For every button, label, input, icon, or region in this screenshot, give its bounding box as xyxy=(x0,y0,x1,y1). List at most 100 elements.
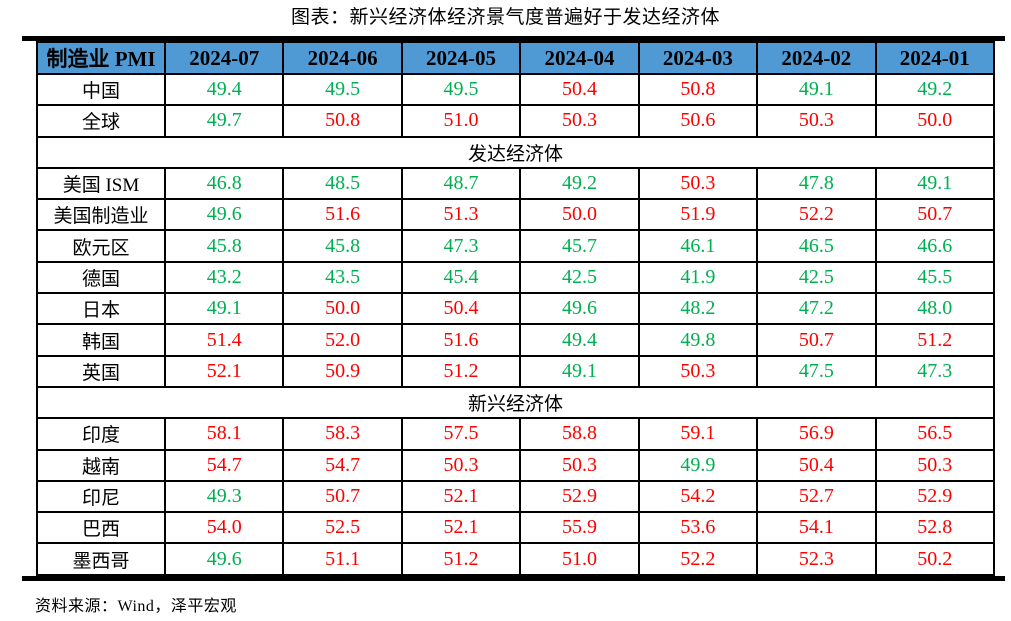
pmi-value: 49.6 xyxy=(163,542,285,576)
pmi-value: 51.6 xyxy=(282,198,403,232)
pmi-value: 45.8 xyxy=(282,229,403,263)
pmi-value: 55.9 xyxy=(519,511,640,545)
pmi-value: 52.1 xyxy=(400,479,522,514)
pmi-value: 48.5 xyxy=(282,166,403,201)
pmi-value: 49.7 xyxy=(163,104,285,138)
pmi-value: 50.8 xyxy=(637,72,759,107)
pmi-value: 51.1 xyxy=(282,542,403,576)
table-row: 日本 49.1 50.0 50.4 49.6 48.2 47.2 48.0 xyxy=(36,292,996,326)
pmi-value: 50.4 xyxy=(400,292,522,326)
pmi-value: 51.0 xyxy=(519,542,640,576)
table-row: 英国 52.1 50.9 51.2 49.1 50.3 47.5 47.3 xyxy=(36,354,996,388)
source-note: 资料来源：Wind，泽平宏观 xyxy=(35,597,237,615)
pmi-value: 51.4 xyxy=(163,323,285,357)
table-row: 中国 49.4 49.5 49.5 50.4 50.8 49.1 49.2 xyxy=(36,72,996,107)
pmi-value: 45.8 xyxy=(163,229,285,263)
row-label: 德国 xyxy=(36,260,166,295)
row-label: 欧元区 xyxy=(36,229,166,263)
pmi-value: 49.4 xyxy=(519,323,640,357)
pmi-value: 50.3 xyxy=(519,448,640,482)
row-label: 印度 xyxy=(36,417,166,451)
pmi-value: 42.5 xyxy=(519,260,640,295)
pmi-value: 52.2 xyxy=(637,542,759,576)
table-row: 德国 43.2 43.5 45.4 42.5 41.9 42.5 45.5 xyxy=(36,260,996,295)
pmi-value: 49.1 xyxy=(756,72,877,107)
table-row: 墨西哥 49.6 51.1 51.2 51.0 52.2 52.3 50.2 xyxy=(36,542,996,576)
pmi-value: 47.8 xyxy=(756,166,877,201)
table-row: 美国 ISM 46.8 48.5 48.7 49.2 50.3 47.8 49.1 xyxy=(36,166,996,201)
row-label: 日本 xyxy=(36,292,166,326)
pmi-value: 45.4 xyxy=(400,260,522,295)
pmi-value: 49.4 xyxy=(163,72,285,107)
pmi-value: 41.9 xyxy=(637,260,759,295)
pmi-value: 58.1 xyxy=(163,417,285,451)
section-row: 发达经济体 xyxy=(36,135,995,169)
pmi-value: 52.3 xyxy=(756,542,877,576)
pmi-value: 48.7 xyxy=(400,166,522,201)
pmi-value: 50.3 xyxy=(874,448,996,482)
table-row: 印尼 49.3 50.7 52.1 52.9 54.2 52.7 52.9 xyxy=(36,479,996,514)
pmi-value: 47.3 xyxy=(874,354,996,388)
pmi-value: 50.2 xyxy=(874,542,996,576)
pmi-value: 52.9 xyxy=(874,479,996,514)
pmi-value: 46.8 xyxy=(163,166,285,201)
pmi-value: 47.2 xyxy=(756,292,877,326)
pmi-value: 49.1 xyxy=(519,354,640,388)
pmi-value: 49.5 xyxy=(282,72,403,107)
pmi-value: 52.2 xyxy=(756,198,877,232)
pmi-value: 49.6 xyxy=(163,198,285,232)
row-label: 全球 xyxy=(36,104,166,138)
pmi-value: 49.3 xyxy=(163,479,285,514)
table-title: 图表：新兴经济体经济景气度普遍好于发达经济体 xyxy=(290,7,720,28)
column-header-month: 2024-05 xyxy=(400,41,522,75)
pmi-value: 49.1 xyxy=(874,166,996,201)
row-label: 印尼 xyxy=(36,479,166,514)
table-head: 制造业 PMI 2024-07 2024-06 2024-05 2024-04 2024-… xyxy=(36,41,996,75)
pmi-value: 50.0 xyxy=(874,104,996,138)
pmi-value: 50.4 xyxy=(756,448,877,482)
row-label: 英国 xyxy=(36,354,166,388)
pmi-value: 46.5 xyxy=(756,229,877,263)
pmi-value: 52.1 xyxy=(163,354,285,388)
pmi-value: 52.0 xyxy=(282,323,403,357)
column-header-month: 2024-03 xyxy=(637,41,759,75)
pmi-value: 56.5 xyxy=(874,417,996,451)
pmi-value: 46.1 xyxy=(637,229,759,263)
table-body: 中国 49.4 49.5 49.5 50.4 50.8 49.1 49.2 全球 49.7 50.8… xyxy=(36,72,996,576)
column-header-month: 2024-01 xyxy=(874,41,996,75)
section-header: 新兴经济体 xyxy=(36,385,995,420)
pmi-value: 51.3 xyxy=(400,198,522,232)
pmi-value: 51.2 xyxy=(874,323,996,357)
pmi-value: 49.2 xyxy=(874,72,996,107)
pmi-value: 47.3 xyxy=(400,229,522,263)
table-top-rule xyxy=(22,36,1005,41)
section-header: 发达经济体 xyxy=(36,135,995,169)
pmi-value: 50.3 xyxy=(756,104,877,138)
pmi-value: 50.9 xyxy=(282,354,403,388)
pmi-table-block: 制造业 PMI 2024-07 2024-06 2024-05 2024-04 2024-… xyxy=(22,36,1005,581)
pmi-value: 43.5 xyxy=(282,260,403,295)
pmi-value: 54.2 xyxy=(637,479,759,514)
pmi-value: 49.5 xyxy=(400,72,522,107)
pmi-value: 54.7 xyxy=(282,448,403,482)
row-label: 美国 ISM xyxy=(36,166,166,201)
table-bottom-rule xyxy=(22,575,1005,581)
pmi-value: 52.5 xyxy=(282,511,403,545)
row-label: 韩国 xyxy=(36,323,166,357)
pmi-table: 制造业 PMI 2024-07 2024-06 2024-05 2024-04 2024-… xyxy=(36,41,996,576)
table-row: 韩国 51.4 52.0 51.6 49.4 49.8 50.7 51.2 xyxy=(36,323,996,357)
table-row: 巴西 54.0 52.5 52.1 55.9 53.6 54.1 52.8 xyxy=(36,511,996,545)
table-row: 越南 54.7 54.7 50.3 50.3 49.9 50.4 50.3 xyxy=(36,448,996,482)
header-row: 制造业 PMI 2024-07 2024-06 2024-05 2024-04 2024-… xyxy=(36,41,996,75)
pmi-value: 46.6 xyxy=(874,229,996,263)
column-header-month: 2024-06 xyxy=(282,41,403,75)
pmi-value: 49.1 xyxy=(163,292,285,326)
table-row: 印度 58.1 58.3 57.5 58.8 59.1 56.9 56.5 xyxy=(36,417,996,451)
column-header-month: 2024-02 xyxy=(756,41,877,75)
pmi-value: 51.2 xyxy=(400,542,522,576)
table-row: 全球 49.7 50.8 51.0 50.3 50.6 50.3 50.0 xyxy=(36,104,996,138)
row-label: 巴西 xyxy=(36,511,166,545)
pmi-value: 56.9 xyxy=(756,417,877,451)
pmi-value: 49.6 xyxy=(519,292,640,326)
pmi-value: 54.7 xyxy=(163,448,285,482)
